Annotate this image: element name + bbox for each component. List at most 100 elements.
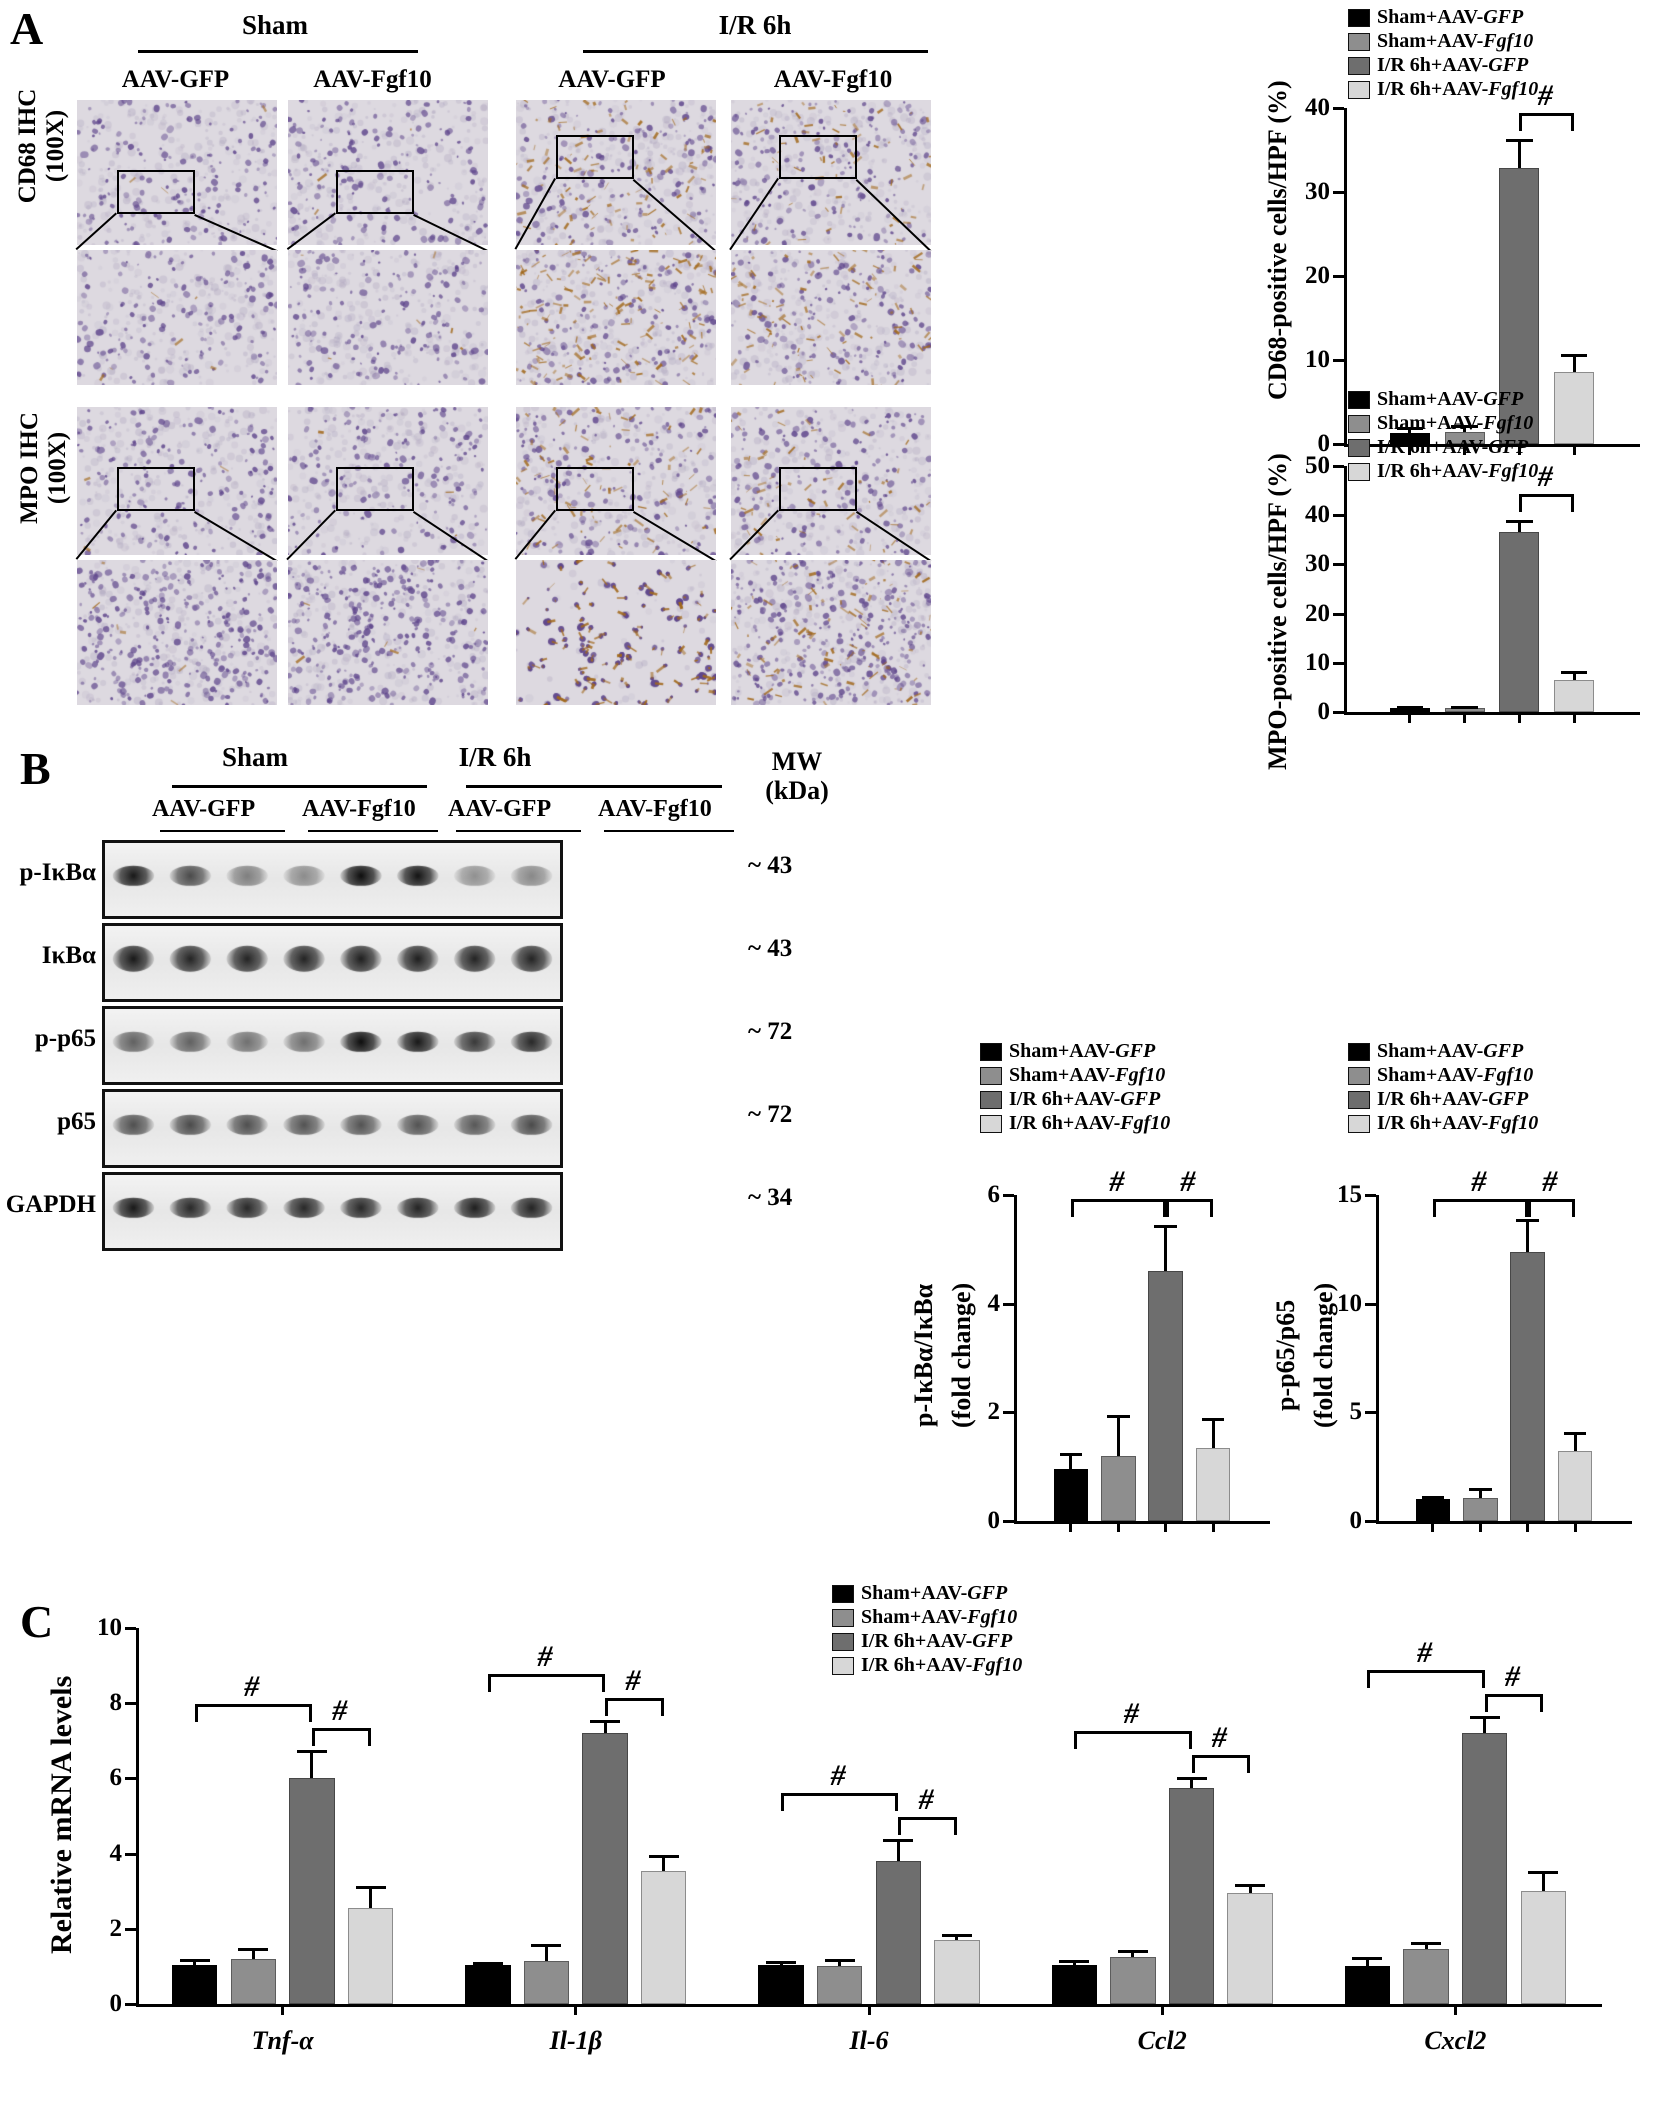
blot-bands [105, 926, 560, 999]
legend-item: Sham+AAV-GFP [1348, 1040, 1538, 1063]
blot-mw-label: ~ 72 [748, 1101, 793, 1128]
y-tick-label: 4 [109, 1839, 123, 1867]
panelB-underline-1 [160, 830, 285, 832]
bar [816, 1966, 863, 2004]
blot-bands [105, 1175, 560, 1248]
error-bar-cap [1468, 1488, 1492, 1492]
bar [465, 1964, 511, 2004]
error-bar-cap [1154, 1224, 1178, 1228]
bar [1444, 432, 1485, 444]
error-bar-cap [941, 1934, 972, 1938]
legend-label: I/R 6h+AAV-GFP [1377, 54, 1529, 76]
significance-bracket [1484, 1694, 1544, 1713]
legend-swatch [1348, 462, 1370, 481]
y-tick [1333, 465, 1344, 468]
legend-label: I/R 6h+AAV-GFP [1377, 436, 1529, 458]
error-bar-cap [1451, 705, 1478, 709]
y-axis [1344, 466, 1347, 712]
error-bar-cap [1469, 1716, 1500, 1720]
y-tick [125, 1777, 136, 1781]
x-tick [1408, 444, 1412, 455]
error-bar [1517, 139, 1521, 169]
legend-item: Sham+AAV-Fgf10 [1348, 412, 1538, 435]
significance-bracket [194, 1704, 312, 1723]
panelA-col-header-1: AAV-GFP [121, 66, 230, 93]
legend-item: I/R 6h+AAV-Fgf10 [1348, 1112, 1538, 1135]
blot-mw-label: ~ 34 [748, 1184, 793, 1211]
legend-swatch [1348, 1114, 1370, 1133]
y-tick [1365, 1520, 1376, 1523]
blot-mw-label: ~ 43 [748, 935, 793, 962]
error-bar-cap [1106, 1415, 1130, 1419]
significance-marker: # [1123, 1696, 1139, 1730]
ylabel-pp65: p-p65/p65 [1271, 1299, 1300, 1411]
panelB-underline-3 [456, 830, 581, 832]
legend-swatch [980, 1042, 1002, 1061]
significance-marker: # [244, 1670, 260, 1704]
bar [171, 1964, 218, 2004]
error-bar [1116, 1415, 1120, 1456]
error-bar-cap [824, 1958, 855, 1962]
y-tick-label: 0 [1317, 698, 1331, 725]
error-bar-cap [238, 1948, 269, 1952]
error-bar-cap [1516, 1218, 1540, 1222]
ylabel-pikba-2: (fold change) [947, 1282, 976, 1428]
legend-item: I/R 6h+AAV-GFP [1348, 54, 1538, 77]
y-tick-label: 0 [987, 1507, 1001, 1534]
category-label: Tnf-α [251, 2026, 314, 2055]
error-bar-cap [1117, 1950, 1148, 1954]
error-bar-cap [883, 1838, 914, 1842]
error-bar [1572, 354, 1576, 372]
x-tick [1517, 444, 1521, 455]
blot-protein-label: p65 [57, 1107, 96, 1135]
legend-cd68: Sham+AAV-GFP Sham+AAV-Fgf10 I/R 6h+AAV-G… [1348, 6, 1538, 102]
x-tick [1463, 444, 1467, 455]
plot-area: 0 5 10 15 # # [1337, 1165, 1632, 1534]
bar [1168, 1787, 1215, 2004]
category-label: Il-6 [849, 2026, 889, 2055]
error-bar [1517, 520, 1521, 533]
y-tick-label: 30 [1305, 178, 1330, 205]
legend-swatch [1348, 8, 1370, 27]
x-tick [1069, 1521, 1073, 1532]
category-label: Cxcl2 [1424, 2026, 1487, 2055]
bar [1557, 1451, 1593, 1521]
legend-item: I/R 6h+AAV-GFP [1348, 436, 1538, 459]
legend-item: Sham+AAV-GFP [1348, 388, 1538, 411]
bar [1510, 1251, 1545, 1521]
y-tick-label: 10 [1337, 1289, 1362, 1317]
legend-swatch [1348, 80, 1370, 99]
blot-membrane [102, 1172, 563, 1251]
legend-item: Sham+AAV-Fgf10 [980, 1064, 1170, 1087]
y-tick [1333, 563, 1344, 567]
blot-membrane [102, 1006, 563, 1085]
x-tick [1211, 1521, 1215, 1532]
chart-mrna: 0 2 4 6 8 10 Tnf-α Il-1β Il-6 Ccl2 Cxcl2 # # # # # # # # # # [97, 1614, 1602, 2055]
bar [523, 1960, 570, 2004]
legend-item: I/R 6h+AAV-Fgf10 [1348, 78, 1538, 101]
panelB-group-ir: I/R 6h [458, 742, 532, 772]
bar [1389, 433, 1430, 444]
legend-swatch [1348, 390, 1370, 409]
legend-label: I/R 6h+AAV-Fgf10 [861, 1654, 1023, 1676]
y-tick [1003, 1194, 1014, 1197]
legend-label: Sham+AAV-GFP [1377, 6, 1524, 28]
bar [758, 1964, 804, 2004]
bar [1403, 1949, 1449, 2004]
bar [1053, 1469, 1089, 1521]
plot-area: 0 10 20 30 40 50 # [1305, 452, 1640, 725]
x-tick [1116, 1521, 1120, 1532]
significance-bracket [898, 1816, 957, 1835]
y-tick-label: 8 [109, 1689, 123, 1717]
significance-bracket [1519, 113, 1575, 132]
legend-swatch [832, 1608, 854, 1627]
panelB-group-sham: Sham [221, 742, 289, 772]
inset-selection-box [117, 170, 195, 214]
error-bar [662, 1855, 666, 1871]
significance-bracket [1074, 1730, 1192, 1749]
bar [1110, 1957, 1156, 2004]
blot-membrane [102, 1089, 563, 1168]
y-tick-label: 30 [1305, 550, 1330, 578]
significance-marker: # [918, 1782, 934, 1816]
ylabel-pikba: p-IκBα/IκBα [909, 1283, 938, 1427]
